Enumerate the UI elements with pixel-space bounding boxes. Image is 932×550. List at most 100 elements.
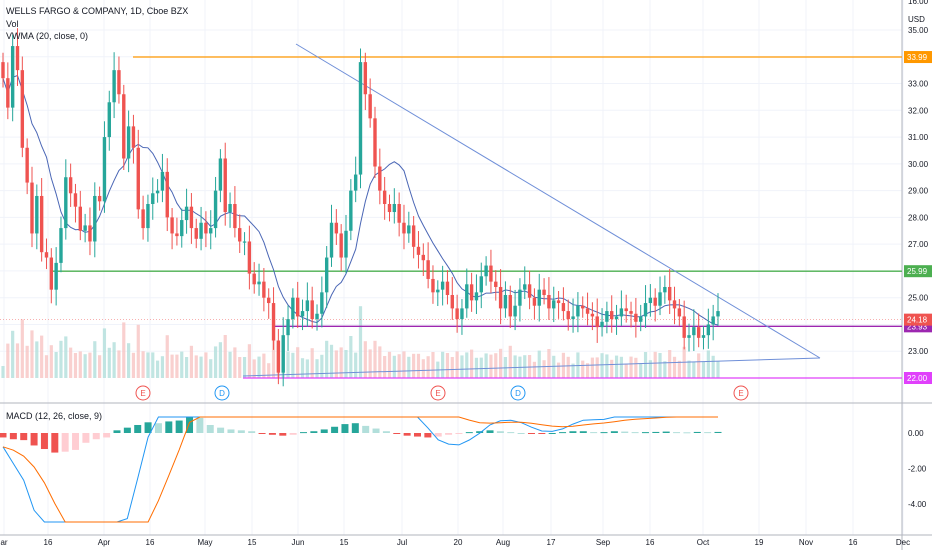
- current-price-label: 24.18: [907, 316, 928, 325]
- volume-bar: [344, 350, 348, 378]
- volume-bar: [267, 363, 271, 378]
- volume-bar: [692, 361, 696, 378]
- candle-body: [460, 308, 464, 320]
- candle-body: [344, 230, 348, 258]
- volume-bar: [136, 324, 140, 378]
- candle-body: [1, 62, 5, 79]
- event-marker-d: [510, 385, 526, 401]
- candle-body: [93, 195, 97, 242]
- candle-body: [20, 70, 25, 148]
- candle-body: [494, 281, 498, 287]
- candle-body: [706, 324, 711, 336]
- candle-body: [527, 284, 532, 298]
- volume-bar: [537, 350, 541, 378]
- time-tick-label: 16: [146, 538, 155, 547]
- macd-histogram-bar: [320, 429, 328, 433]
- candle-body: [392, 204, 397, 213]
- volume-bar: [151, 352, 155, 378]
- volume-bars: [1, 306, 720, 378]
- candle-body: [102, 137, 107, 202]
- volume-bar: [465, 352, 469, 378]
- macd-histogram-bar: [103, 433, 111, 438]
- candle-body: [610, 311, 614, 320]
- candle-body: [532, 297, 537, 306]
- ascending-trendline: [242, 357, 821, 377]
- volume-bar: [204, 352, 208, 378]
- macd-histogram-bar: [351, 423, 359, 433]
- volume-legend: Vol: [6, 19, 19, 29]
- macd-histogram-bar: [40, 433, 48, 450]
- volume-bar: [590, 357, 594, 378]
- volume-bar: [117, 350, 121, 378]
- price-tick-label: 28.00: [908, 213, 929, 222]
- candle-body: [489, 265, 493, 282]
- candle-body: [35, 195, 39, 234]
- candle-body: [170, 217, 174, 234]
- volume-bar: [542, 360, 546, 378]
- candle-body: [64, 177, 68, 229]
- volume-bar: [653, 351, 657, 378]
- candle-body: [233, 204, 237, 229]
- volume-bar: [49, 345, 53, 378]
- volume-bar: [387, 351, 392, 378]
- candle-body: [199, 222, 203, 239]
- macd-histogram-bar: [714, 431, 722, 433]
- candle-body: [15, 46, 20, 71]
- time-tick-label: 19: [755, 538, 764, 547]
- macd-histogram-bar: [486, 430, 494, 433]
- volume-bar: [474, 357, 479, 378]
- volume-bar: [73, 353, 78, 378]
- macd-histogram-bar: [289, 433, 297, 435]
- candle-body: [122, 94, 126, 159]
- candle-body: [672, 300, 677, 309]
- candle-body: [281, 335, 285, 373]
- candle-body: [25, 147, 29, 183]
- macd-histogram-bar: [517, 433, 525, 434]
- volume-bar: [305, 359, 309, 378]
- volume-bar: [127, 343, 131, 378]
- candle-body: [682, 316, 686, 338]
- candle-body: [576, 305, 580, 317]
- volume-bar: [271, 339, 276, 378]
- volume-bar: [146, 352, 150, 378]
- volume-bar: [6, 343, 10, 378]
- candle-body: [59, 228, 63, 263]
- candle-body: [696, 327, 701, 338]
- volume-bar: [54, 352, 58, 378]
- volume-bar: [552, 355, 556, 378]
- macd-histogram-bar: [382, 431, 390, 433]
- macd-histogram-bar: [538, 433, 546, 434]
- volume-bar: [566, 356, 570, 378]
- macd-histogram-bar: [393, 433, 401, 434]
- volume-bar: [44, 355, 49, 378]
- macd-histogram-bar: [621, 431, 629, 433]
- candle-body: [73, 193, 78, 207]
- candle-body: [692, 327, 696, 336]
- macd-histogram-bar: [445, 433, 453, 435]
- macd-histogram-bar: [196, 417, 204, 433]
- volume-bar: [213, 346, 218, 378]
- candle-body: [571, 316, 575, 320]
- volume-bar: [672, 356, 677, 378]
- price-line-label: 22.00: [907, 374, 928, 383]
- candle-body: [711, 316, 715, 325]
- macd-histogram-bar: [559, 432, 567, 434]
- macd-legend: MACD (12, 26, close, 9): [6, 411, 103, 421]
- volume-bar: [697, 353, 701, 378]
- macd-histogram-bar: [455, 433, 463, 434]
- candle-body: [194, 228, 198, 239]
- volume-bar: [412, 353, 416, 378]
- volume-bar: [624, 363, 628, 378]
- time-tick-label: Sep: [596, 538, 611, 547]
- volume-bar: [11, 330, 15, 378]
- time-tick-label: Apr: [98, 538, 111, 547]
- macd-histogram-bar: [610, 431, 618, 433]
- time-tick-label: 16: [849, 538, 858, 547]
- volume-bar: [494, 353, 498, 378]
- volume-bar: [155, 360, 160, 378]
- candle-body: [291, 297, 295, 320]
- volume-bar: [189, 345, 194, 378]
- candle-body: [465, 284, 469, 309]
- candle-body: [643, 303, 648, 317]
